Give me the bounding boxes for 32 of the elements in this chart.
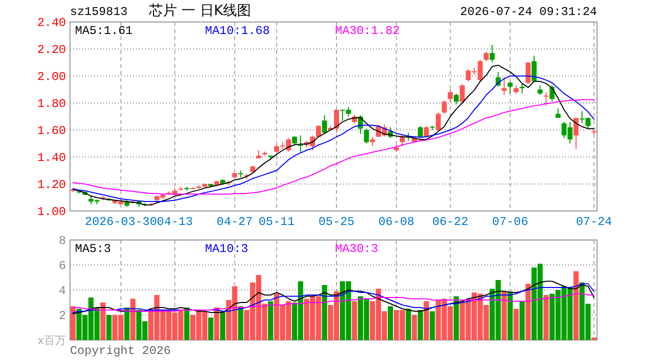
x-tick-label: 04-13 — [156, 215, 193, 229]
y-tick-label: 6 — [58, 259, 66, 273]
y-tick-label: 1.00 — [37, 205, 66, 219]
x-tick-label: 2026-03-30 — [84, 215, 157, 229]
x-tick-label: 07-06 — [492, 215, 528, 229]
y-tick-label: 2 — [58, 309, 66, 323]
text: MA10:3 — [205, 242, 248, 256]
x-tick-label: 06-22 — [432, 215, 468, 229]
text: Copyright 2026 — [70, 344, 171, 358]
y-tick-label: 2.40 — [37, 16, 66, 30]
x-tick-label: 04-27 — [216, 215, 253, 229]
x-tick-label: 06-08 — [378, 215, 414, 229]
y-tick-label: 4 — [58, 284, 66, 298]
text: MA30:3 — [335, 242, 378, 256]
y-tick-label: 1.60 — [37, 124, 66, 138]
text: MA5:3 — [75, 242, 112, 256]
y-tick-label: 1.40 — [37, 151, 66, 165]
y-tick-label: 8 — [58, 234, 66, 248]
x-tick-label: 07-24 — [576, 215, 612, 229]
y-tick-label: 1.80 — [37, 97, 66, 111]
y-tick-label: 1.20 — [37, 178, 66, 192]
text: MA5:1.61 — [75, 24, 133, 38]
chart-title: 芯片 一 日K线图 — [148, 3, 252, 19]
text: 2026-07-24 09:31:24 — [460, 5, 597, 19]
text: MA30:1.82 — [335, 24, 400, 38]
text: sz159813 — [70, 5, 128, 19]
text: MA10:1.68 — [205, 24, 270, 38]
x-tick-label: 05-25 — [318, 215, 354, 229]
y-tick-label: 2.20 — [37, 43, 66, 57]
x-tick-label: 05-11 — [258, 215, 295, 229]
y-tick-label: 2.00 — [37, 70, 66, 84]
y-axis-title: x百万 — [37, 334, 66, 347]
